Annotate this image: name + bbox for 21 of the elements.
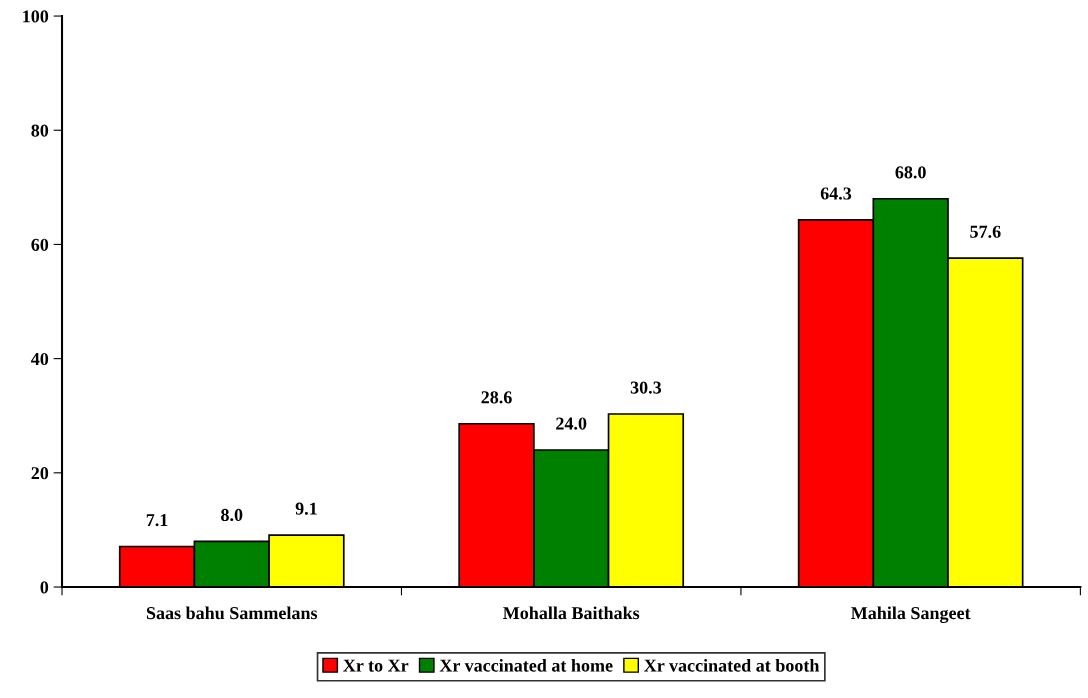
text: 9.1 <box>295 502 317 515</box>
y-tick-label: 0 <box>40 581 49 594</box>
legend-label: Xr vaccinated at home <box>439 658 613 672</box>
text: 24.0 <box>556 417 587 430</box>
x-tick-label: Saas bahu Sammelans <box>146 606 318 620</box>
legend-label: Xr to Xr <box>343 659 409 672</box>
text: 7.1 <box>146 514 168 527</box>
text: 68.0 <box>895 166 926 179</box>
legend-label: Xr vaccinated at booth <box>644 658 820 672</box>
text: 8.0 <box>221 508 243 522</box>
text: 30.3 <box>630 381 662 394</box>
y-tick-label: 40 <box>31 352 49 366</box>
y-tick-label: 100 <box>23 10 49 23</box>
y-tick-label: 80 <box>31 124 49 137</box>
text: 57.6 <box>970 225 1001 238</box>
text: 28.6 <box>481 391 512 404</box>
x-tick-label: Mahila Sangeet <box>851 606 971 623</box>
y-tick-label: 20 <box>31 467 49 480</box>
y-tick-label: 60 <box>31 238 49 251</box>
x-tick-label: Mohalla Baithaks <box>503 606 640 620</box>
text: 64.3 <box>820 187 852 200</box>
